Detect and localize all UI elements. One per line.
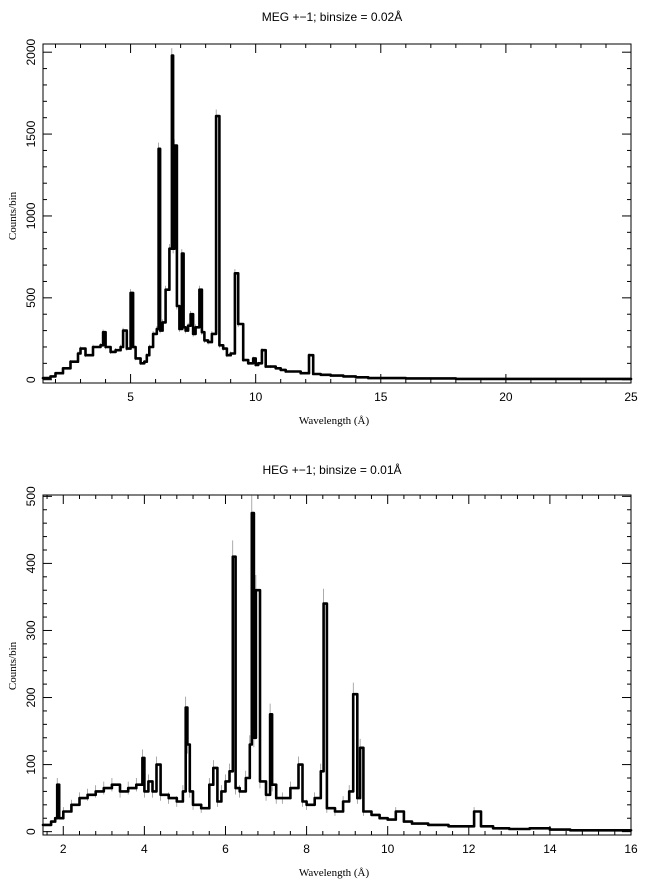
x-tick-label: 15: [374, 390, 388, 404]
x-tick-label: 10: [381, 842, 395, 856]
x-tick-label: 16: [624, 842, 638, 856]
x-tick-label: 4: [141, 842, 148, 856]
meg-x-axis-label: Wavelength (Å): [299, 415, 370, 427]
y-tick-label: 400: [24, 553, 38, 573]
y-tick-label: 0: [24, 828, 38, 835]
x-tick-label: 12: [462, 842, 476, 856]
heg-error-bars: [56, 495, 475, 816]
x-tick-label: 5: [127, 390, 134, 404]
y-tick-label: 500: [24, 288, 38, 308]
meg-y-tick-labels: 0 500 1000 1500 2000: [24, 39, 38, 384]
y-tick-label: 1500: [24, 120, 38, 147]
x-tick-label: 8: [303, 842, 310, 856]
meg-x-tick-labels: 5 10 15 20 25: [127, 390, 638, 404]
y-tick-label: 300: [24, 620, 38, 640]
heg-y-tick-labels: 0 100 200 300 400 500: [24, 486, 38, 835]
meg-plot-frame: [42, 43, 632, 384]
heg-plot-frame: [42, 494, 632, 836]
heg-chart-title: HEG +−1; binsize = 0.01Å: [262, 462, 401, 477]
meg-axis-ticks: [43, 44, 632, 383]
x-tick-label: 14: [543, 842, 557, 856]
x-tick-label: 2: [60, 842, 67, 856]
y-tick-label: 200: [24, 687, 38, 707]
heg-panel: HEG +−1; binsize = 0.01Å 2 4 6 8 10 12 14 16 0 1…: [7, 462, 638, 879]
heg-x-axis-label: Wavelength (Å): [299, 867, 370, 879]
x-tick-label: 25: [624, 390, 638, 404]
x-tick-label: 20: [499, 390, 513, 404]
meg-panel: MEG +−1; binsize = 0.02Å 5 10 15 20 25 0 500 1…: [7, 9, 638, 427]
meg-spectrum-line: [41, 54, 633, 381]
meg-chart-title: MEG +−1; binsize = 0.02Å: [262, 9, 402, 24]
x-tick-label: 6: [222, 842, 229, 856]
y-tick-label: 1000: [24, 202, 38, 229]
x-tick-label: 10: [249, 390, 263, 404]
y-tick-label: 0: [24, 376, 38, 383]
meg-y-axis-label: Counts/bin: [7, 191, 19, 240]
heg-spectrum-line: [41, 511, 633, 832]
y-tick-label: 500: [24, 486, 38, 506]
heg-axis-ticks: [43, 495, 632, 835]
y-tick-label: 2000: [24, 39, 38, 66]
heg-x-tick-labels: 2 4 6 8 10 12 14 16: [60, 842, 638, 856]
heg-y-axis-label: Counts/bin: [7, 641, 19, 690]
y-tick-label: 100: [24, 754, 38, 774]
